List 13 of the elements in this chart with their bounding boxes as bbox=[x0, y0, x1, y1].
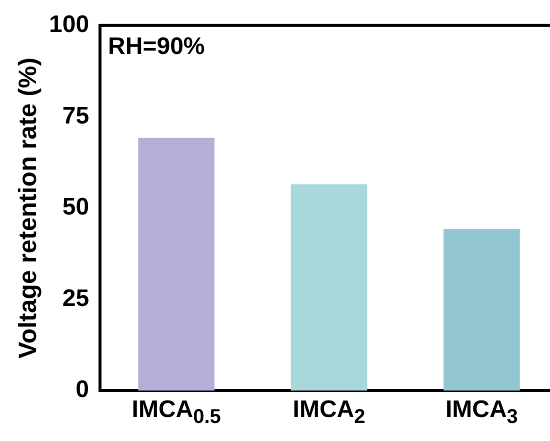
y-tick-label: 50 bbox=[62, 194, 90, 221]
y-tick-label: 100 bbox=[48, 11, 90, 38]
y-tick-label: 0 bbox=[76, 376, 90, 404]
x-tick-label: IMCA$_{3}$ bbox=[445, 394, 518, 430]
y-tick-label: 25 bbox=[62, 284, 90, 312]
y-tick-label: 75 bbox=[62, 102, 90, 130]
annotation: RH=90% bbox=[108, 33, 205, 60]
bar bbox=[138, 138, 215, 391]
x-tick-label: IMCA$_{0.5}$ bbox=[132, 394, 221, 430]
bar bbox=[444, 229, 520, 391]
bar bbox=[290, 184, 368, 391]
x-tick-label: IMCA$_{2}$ bbox=[292, 394, 366, 430]
y-axis-title: Voltage retention rate (%) bbox=[14, 58, 42, 358]
